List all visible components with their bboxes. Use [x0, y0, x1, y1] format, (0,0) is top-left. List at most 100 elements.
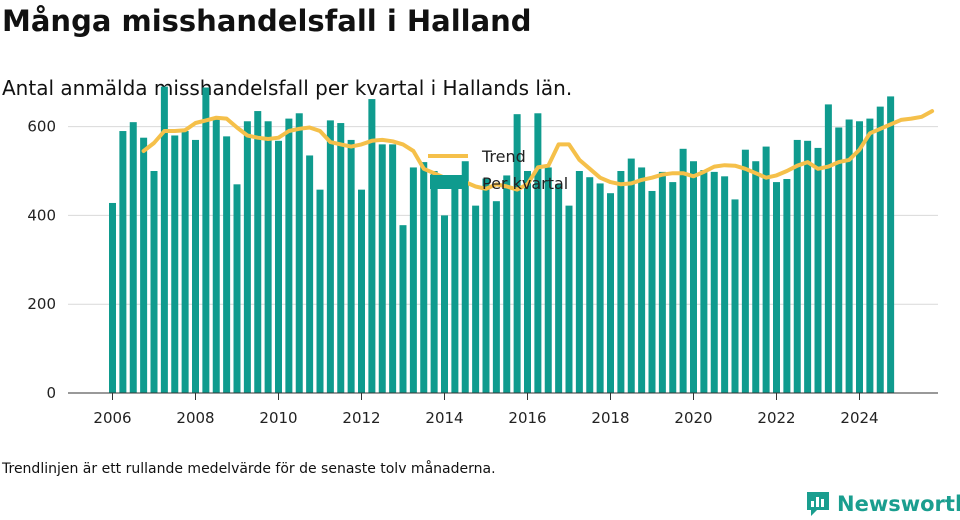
bar [710, 171, 718, 393]
newsworthy-logo-icon [807, 492, 829, 516]
bar [243, 121, 251, 393]
bar [306, 155, 314, 393]
bar [658, 171, 666, 393]
bar [171, 135, 179, 394]
bar [814, 147, 822, 393]
brand-name: Newsworthy [837, 492, 960, 516]
bar [409, 167, 417, 393]
bar [824, 104, 832, 394]
legend: Trend Per kvartal [428, 147, 568, 193]
bar [835, 127, 843, 393]
legend-bar-label: Per kvartal [482, 174, 568, 193]
y-tick-label: 0 [46, 384, 56, 402]
bar [555, 184, 563, 393]
bar [700, 170, 708, 393]
bar [430, 171, 438, 393]
bar [617, 171, 625, 393]
bar [461, 161, 469, 393]
bar [212, 117, 220, 393]
bars [109, 86, 895, 394]
bar [804, 140, 812, 393]
x-tick-label: 2020 [674, 409, 712, 427]
y-tick-label: 200 [27, 295, 56, 313]
chart-title: Många misshandelsfall i Halland [2, 4, 532, 38]
bar [109, 202, 116, 393]
bar [627, 158, 635, 393]
x-tick-label: 2018 [591, 409, 629, 427]
bar [441, 215, 448, 393]
bar [223, 136, 231, 394]
footnote: Trendlinjen är ett rullande medelvärde f… [2, 461, 496, 477]
bar [233, 184, 241, 393]
bar [679, 148, 687, 393]
bar [326, 120, 334, 393]
bar [181, 131, 189, 394]
bar [887, 96, 895, 394]
bar [752, 161, 760, 393]
bar [534, 113, 542, 393]
bar [648, 190, 656, 393]
bar [607, 193, 614, 393]
legend-trend-label: Trend [481, 147, 526, 166]
bar [575, 171, 583, 393]
x-tick-label: 2016 [508, 409, 546, 427]
x-tick-label: 2012 [342, 409, 380, 427]
bar [150, 171, 158, 393]
bar [638, 167, 646, 393]
bar [451, 187, 459, 393]
x-tick-label: 2022 [757, 409, 795, 427]
bar [876, 106, 884, 394]
bar [544, 167, 552, 393]
x-tick-label: 2008 [176, 409, 214, 427]
bar [399, 225, 407, 393]
trend-line [141, 109, 935, 192]
bar [596, 183, 604, 393]
bar [669, 182, 677, 393]
y-tick-label: 400 [27, 206, 56, 224]
bar [378, 144, 386, 393]
bar [492, 201, 500, 393]
bar [586, 177, 594, 393]
bar [856, 121, 863, 393]
bar [690, 161, 697, 393]
bar [202, 87, 210, 393]
x-tick-label: 2014 [425, 409, 463, 427]
bar [119, 131, 127, 394]
x-tick-label: 2024 [840, 409, 878, 427]
bar [347, 139, 355, 393]
bar [565, 205, 573, 393]
bar [731, 199, 739, 393]
bar [513, 114, 521, 393]
bar [254, 111, 262, 393]
bar [316, 189, 324, 393]
bar [524, 171, 531, 393]
bar [129, 122, 137, 393]
bar [482, 178, 490, 393]
bar [192, 139, 199, 393]
bar [762, 146, 770, 393]
bar [721, 176, 729, 393]
chart-subtitle: Antal anmälda misshandelsfall per kvarta… [2, 76, 573, 100]
bar [264, 121, 272, 393]
bar [793, 139, 801, 393]
bar [783, 178, 791, 393]
bar [368, 99, 376, 394]
bar [285, 118, 293, 393]
y-tick-label: 600 [27, 118, 56, 136]
bar [845, 119, 853, 393]
bar [741, 149, 749, 393]
bar [503, 175, 511, 393]
bar [472, 205, 480, 393]
bar [866, 118, 874, 393]
bar [295, 113, 303, 393]
bar [160, 86, 168, 393]
bar [140, 137, 148, 393]
bar [773, 182, 780, 393]
bar [275, 140, 282, 393]
newsworthy-logo[interactable]: Newsworthy [805, 490, 960, 518]
bar [358, 189, 365, 393]
bar [420, 162, 428, 393]
bar [389, 144, 397, 393]
x-tick-label: 2006 [93, 409, 131, 427]
